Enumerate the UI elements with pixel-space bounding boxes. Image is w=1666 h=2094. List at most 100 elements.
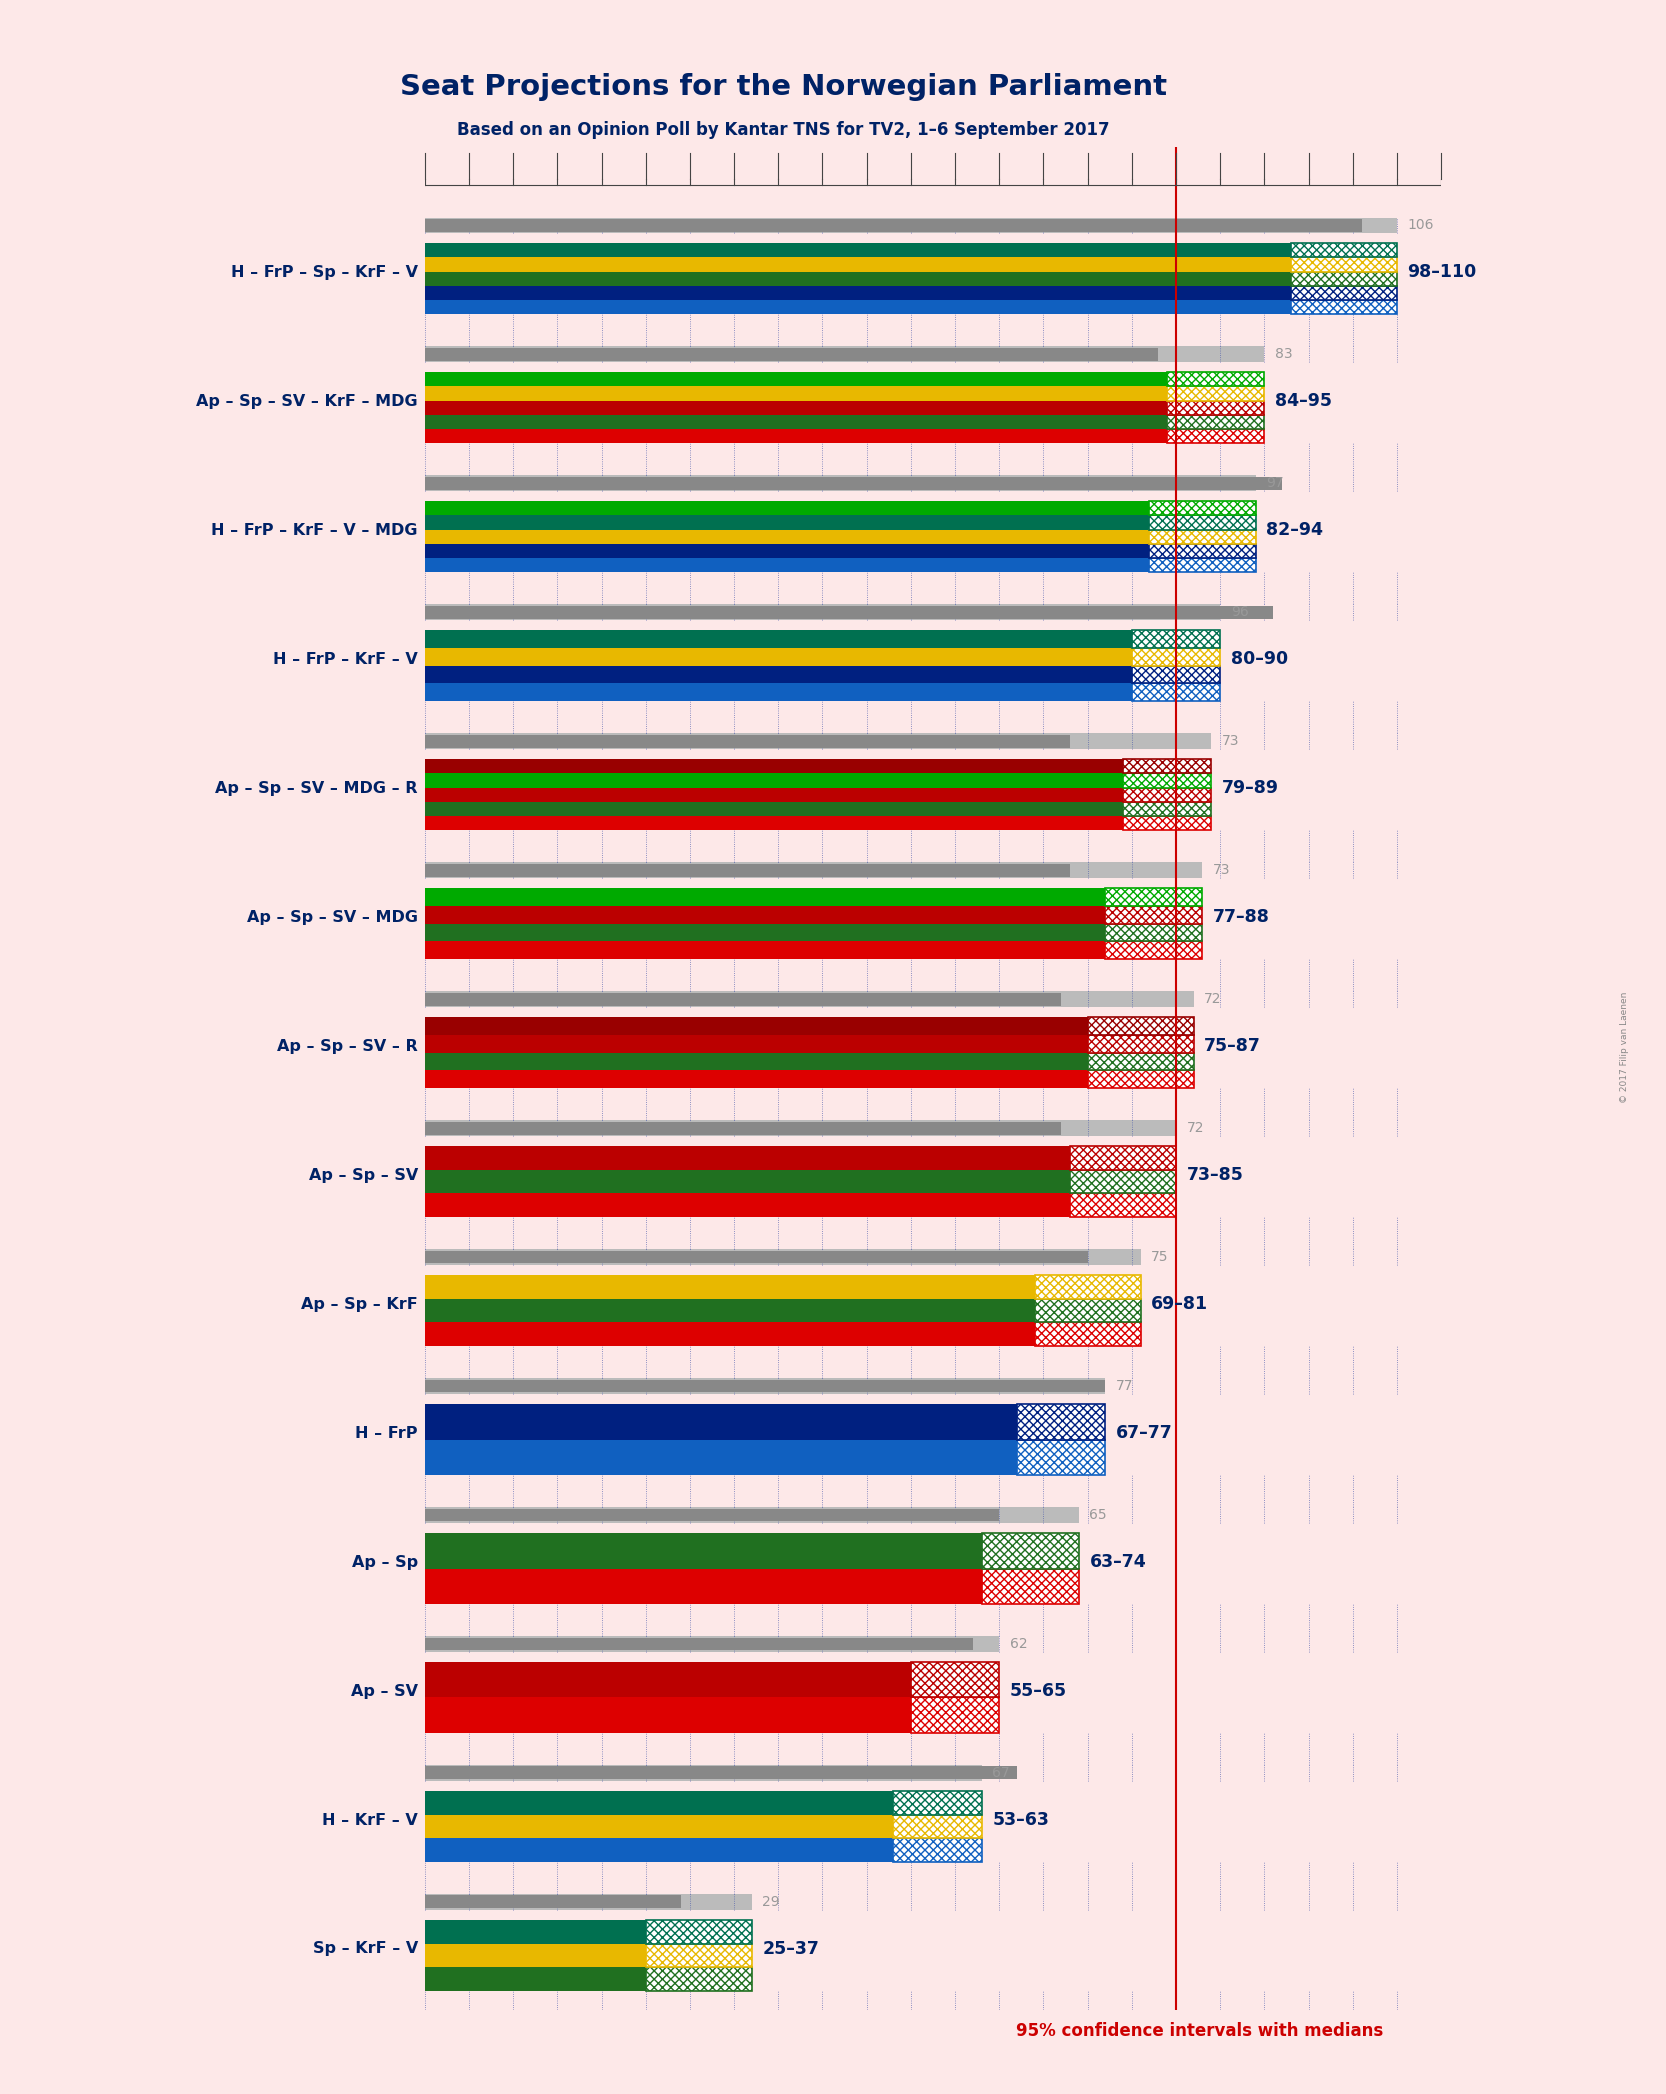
Bar bbox=[1291, 287, 1396, 299]
Bar bbox=[425, 990, 1193, 1007]
Bar bbox=[646, 1966, 751, 1991]
Bar bbox=[1035, 1298, 1141, 1323]
Text: Ap – Sp – SV – KrF – MDG: Ap – Sp – SV – KrF – MDG bbox=[197, 394, 418, 408]
Bar bbox=[1168, 373, 1264, 387]
Bar bbox=[1131, 666, 1220, 683]
Bar bbox=[425, 817, 1123, 829]
Bar bbox=[425, 1250, 1141, 1265]
Bar bbox=[1070, 1194, 1176, 1217]
Bar bbox=[425, 272, 1291, 287]
Text: 69–81: 69–81 bbox=[1151, 1294, 1208, 1313]
Bar bbox=[425, 544, 1150, 557]
Bar bbox=[425, 1765, 981, 1780]
Bar bbox=[1131, 630, 1220, 647]
Text: Based on an Opinion Poll by Kantar TNS for TV2, 1–6 September 2017: Based on an Opinion Poll by Kantar TNS f… bbox=[456, 121, 1110, 140]
Bar bbox=[1123, 802, 1211, 817]
Bar bbox=[911, 1663, 1000, 1698]
Bar bbox=[425, 993, 1061, 1005]
Bar bbox=[646, 1943, 751, 1966]
Bar bbox=[425, 1250, 1088, 1263]
Bar bbox=[425, 1323, 1035, 1346]
Bar bbox=[425, 1635, 1000, 1652]
Bar bbox=[425, 387, 1168, 400]
Bar bbox=[1035, 1323, 1141, 1346]
Bar bbox=[1168, 387, 1264, 400]
Bar bbox=[646, 1920, 751, 1943]
Text: H – FrP – KrF – V – MDG: H – FrP – KrF – V – MDG bbox=[212, 524, 418, 538]
Bar bbox=[1088, 1018, 1193, 1034]
Bar bbox=[425, 1895, 681, 1908]
Bar bbox=[1123, 760, 1211, 773]
Bar bbox=[425, 1698, 911, 1734]
Bar bbox=[425, 1920, 646, 1943]
Bar bbox=[1150, 500, 1256, 515]
Text: 29: 29 bbox=[763, 1895, 780, 1910]
Text: 73: 73 bbox=[1213, 863, 1231, 877]
Bar bbox=[1035, 1275, 1141, 1298]
Bar bbox=[425, 1943, 646, 1966]
Bar bbox=[425, 1533, 981, 1568]
Bar bbox=[1123, 787, 1211, 802]
Bar bbox=[425, 630, 1131, 647]
Text: 67–77: 67–77 bbox=[1116, 1424, 1173, 1443]
Bar bbox=[425, 605, 1273, 618]
Bar bbox=[425, 942, 1105, 959]
Bar bbox=[425, 863, 1070, 877]
Text: H – FrP: H – FrP bbox=[355, 1426, 418, 1441]
Bar bbox=[425, 1568, 981, 1604]
Bar bbox=[911, 1698, 1000, 1734]
Bar bbox=[425, 258, 1291, 272]
Text: 95% confidence intervals with medians: 95% confidence intervals with medians bbox=[1016, 2021, 1383, 2040]
Text: 75: 75 bbox=[1151, 1250, 1170, 1265]
Bar bbox=[425, 373, 1168, 387]
Bar bbox=[425, 1439, 1016, 1474]
Text: Ap – SV: Ap – SV bbox=[352, 1684, 418, 1698]
Bar bbox=[425, 773, 1123, 787]
Bar bbox=[425, 1839, 893, 1862]
Bar bbox=[893, 1790, 981, 1815]
Bar bbox=[1168, 429, 1264, 444]
Text: 83: 83 bbox=[1274, 348, 1293, 362]
Bar bbox=[425, 1120, 1176, 1135]
Bar bbox=[425, 1767, 1016, 1780]
Bar bbox=[425, 1171, 1070, 1194]
Bar bbox=[425, 415, 1168, 429]
Text: 75–87: 75–87 bbox=[1205, 1037, 1261, 1055]
Text: Ap – Sp: Ap – Sp bbox=[352, 1554, 418, 1570]
Bar bbox=[425, 530, 1150, 544]
Text: Ap – Sp – SV – R: Ap – Sp – SV – R bbox=[277, 1039, 418, 1053]
Text: H – FrP – Sp – KrF – V: H – FrP – Sp – KrF – V bbox=[232, 264, 418, 281]
Bar bbox=[1088, 1034, 1193, 1053]
Bar bbox=[425, 1053, 1088, 1070]
Bar bbox=[425, 1070, 1088, 1089]
Bar bbox=[425, 923, 1105, 942]
Bar bbox=[1150, 544, 1256, 557]
Text: 53–63: 53–63 bbox=[993, 1811, 1050, 1828]
Text: 77: 77 bbox=[1116, 1380, 1133, 1393]
Text: 97: 97 bbox=[1266, 475, 1284, 490]
Bar bbox=[425, 1194, 1070, 1217]
Text: Ap – Sp – SV – MDG – R: Ap – Sp – SV – MDG – R bbox=[215, 781, 418, 796]
Bar bbox=[1016, 1439, 1105, 1474]
Bar bbox=[425, 1275, 1035, 1298]
Bar bbox=[425, 500, 1150, 515]
Text: © 2017 Filip van Laenen: © 2017 Filip van Laenen bbox=[1619, 990, 1629, 1104]
Bar bbox=[425, 1405, 1016, 1439]
Bar bbox=[1105, 907, 1203, 923]
Bar bbox=[1131, 647, 1220, 666]
Bar bbox=[425, 1018, 1088, 1034]
Bar bbox=[425, 429, 1168, 444]
Bar bbox=[1088, 1070, 1193, 1089]
Bar bbox=[425, 605, 1220, 620]
Text: 65: 65 bbox=[1090, 1508, 1106, 1522]
Bar bbox=[893, 1839, 981, 1862]
Text: 72: 72 bbox=[1205, 993, 1221, 1005]
Text: 55–65: 55–65 bbox=[1010, 1681, 1066, 1700]
Bar bbox=[425, 683, 1131, 701]
Bar bbox=[1150, 557, 1256, 572]
Bar bbox=[425, 1895, 751, 1910]
Bar bbox=[425, 287, 1291, 299]
Bar bbox=[425, 477, 1283, 490]
Bar bbox=[1291, 258, 1396, 272]
Bar bbox=[425, 218, 1361, 232]
